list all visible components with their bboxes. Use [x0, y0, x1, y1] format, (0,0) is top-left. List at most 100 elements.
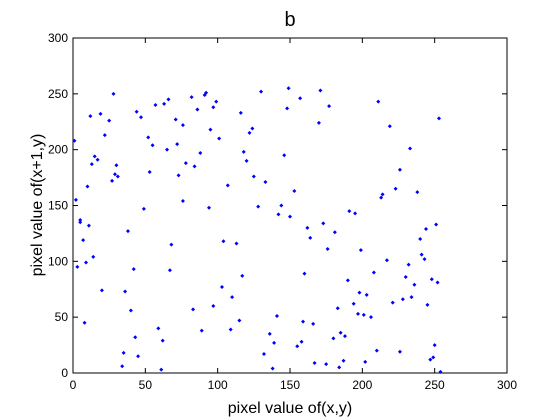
point	[418, 237, 423, 241]
point	[435, 280, 440, 285]
point	[434, 222, 439, 227]
point	[272, 340, 277, 345]
point	[397, 167, 402, 172]
x-axis-label: pixel value of(x,y)	[228, 400, 353, 417]
point	[220, 285, 225, 290]
point	[221, 239, 226, 244]
point	[438, 369, 443, 374]
point	[298, 96, 303, 101]
point	[228, 327, 233, 332]
point	[162, 101, 167, 106]
point	[428, 357, 433, 362]
point	[240, 273, 245, 278]
point	[406, 262, 411, 267]
point	[189, 95, 194, 100]
point	[225, 183, 230, 188]
point	[363, 359, 368, 364]
point	[261, 352, 266, 357]
point	[120, 364, 125, 369]
point	[412, 282, 417, 287]
point	[78, 218, 83, 223]
point	[337, 365, 342, 370]
point	[251, 174, 256, 179]
point	[88, 114, 93, 119]
point	[286, 86, 291, 91]
point	[327, 104, 332, 109]
point	[92, 154, 97, 159]
point	[81, 238, 86, 243]
point	[400, 297, 405, 302]
point	[408, 146, 413, 151]
point	[295, 344, 300, 349]
point	[214, 99, 219, 104]
point	[256, 204, 261, 209]
point	[311, 321, 316, 326]
point	[419, 252, 424, 257]
point	[198, 151, 203, 156]
point	[431, 355, 436, 360]
point	[133, 335, 138, 340]
x-tick-label: 50	[139, 378, 153, 392]
point	[238, 110, 243, 115]
point	[376, 99, 381, 104]
point	[387, 124, 392, 129]
point	[169, 242, 174, 247]
point	[379, 195, 384, 200]
point	[318, 88, 323, 93]
point	[342, 334, 347, 339]
point	[86, 223, 91, 228]
point	[195, 107, 200, 112]
point	[425, 302, 430, 307]
point	[364, 292, 369, 297]
point	[321, 221, 326, 226]
point	[211, 304, 216, 308]
point	[250, 126, 255, 131]
point	[288, 214, 292, 219]
point	[175, 142, 180, 147]
point	[166, 97, 171, 102]
point	[371, 270, 376, 275]
y-tick-label: 200	[48, 143, 68, 157]
point	[361, 312, 366, 317]
point	[159, 367, 164, 372]
point	[75, 264, 80, 269]
point	[279, 203, 284, 208]
point	[191, 307, 196, 312]
point	[183, 161, 188, 166]
point	[324, 362, 329, 367]
point	[98, 111, 103, 116]
point	[123, 289, 128, 294]
point	[91, 254, 96, 259]
point	[429, 277, 434, 282]
x-tick-label: 0	[70, 378, 77, 392]
point	[374, 348, 379, 353]
x-tick-label: 100	[208, 378, 228, 392]
point	[111, 91, 116, 96]
point	[211, 105, 216, 110]
point	[78, 220, 83, 225]
point	[423, 226, 428, 231]
point	[110, 178, 115, 183]
point	[351, 301, 356, 306]
point	[112, 172, 117, 177]
point	[180, 199, 185, 204]
point	[102, 133, 107, 138]
point	[85, 184, 90, 189]
point	[393, 186, 398, 191]
point	[302, 271, 307, 276]
point	[115, 174, 120, 179]
point	[432, 343, 437, 348]
point	[299, 339, 304, 344]
point	[369, 315, 374, 320]
point	[403, 274, 408, 279]
point	[167, 268, 172, 273]
point	[72, 138, 77, 143]
point	[99, 288, 104, 293]
point	[347, 209, 352, 214]
point	[217, 136, 222, 141]
point	[165, 147, 170, 152]
point	[230, 295, 235, 300]
chart-title: b	[284, 9, 295, 31]
point	[95, 157, 100, 162]
